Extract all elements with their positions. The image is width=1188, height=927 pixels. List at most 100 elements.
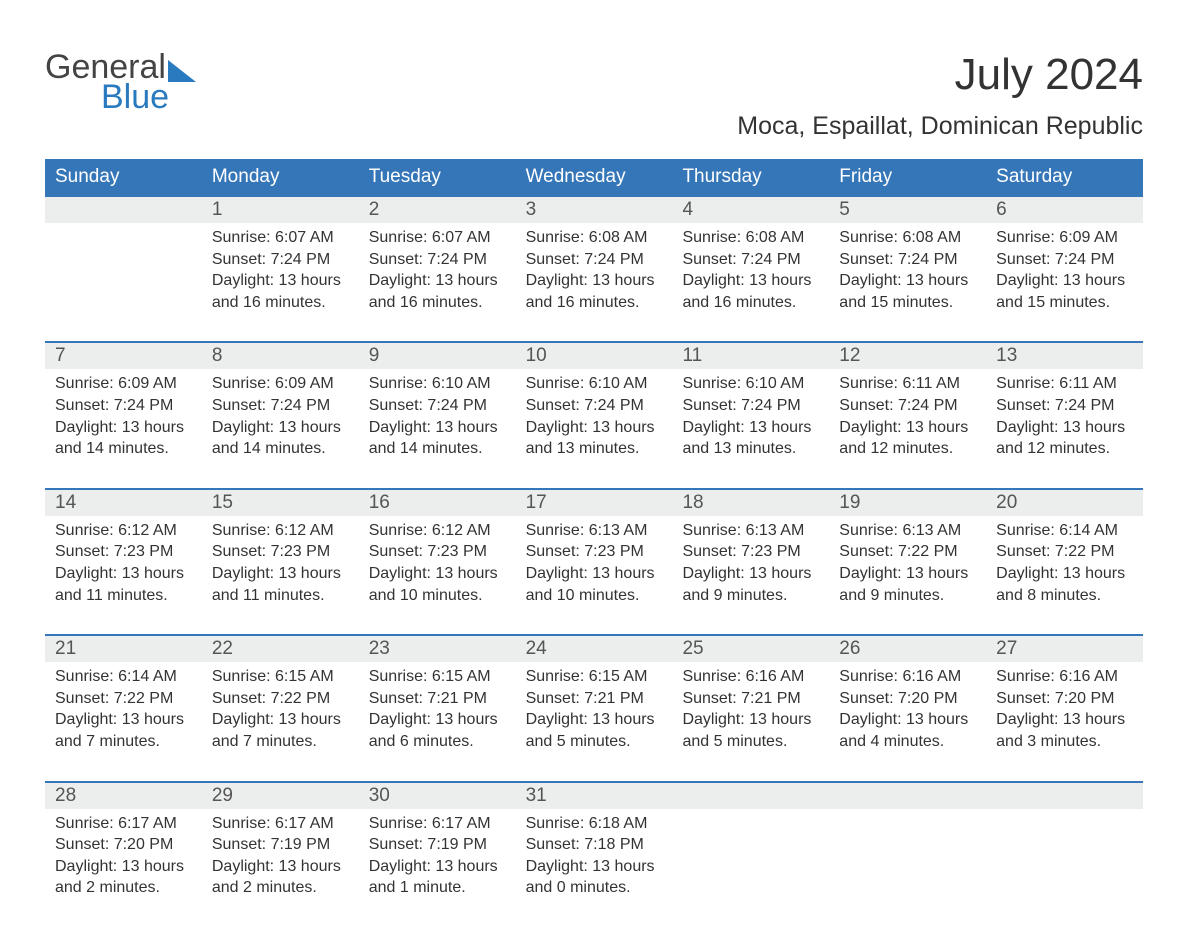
sunset-text: Sunset: 7:21 PM <box>526 688 663 710</box>
day-number <box>672 783 829 809</box>
logo: General Blue <box>45 50 196 114</box>
content-row: Sunrise: 6:12 AMSunset: 7:23 PMDaylight:… <box>45 516 1143 634</box>
daynum-row: 21222324252627 <box>45 636 1143 662</box>
day-cell: Sunrise: 6:13 AMSunset: 7:23 PMDaylight:… <box>672 516 829 634</box>
day-number: 21 <box>45 636 202 662</box>
day-cell: Sunrise: 6:14 AMSunset: 7:22 PMDaylight:… <box>45 662 202 780</box>
day-cell: Sunrise: 6:14 AMSunset: 7:22 PMDaylight:… <box>986 516 1143 634</box>
sunrise-text: Sunrise: 6:15 AM <box>212 666 349 688</box>
day-cell: Sunrise: 6:08 AMSunset: 7:24 PMDaylight:… <box>672 223 829 341</box>
daylight-text: Daylight: 13 hours and 7 minutes. <box>55 709 192 752</box>
sunrise-text: Sunrise: 6:09 AM <box>212 373 349 395</box>
day-cell: Sunrise: 6:11 AMSunset: 7:24 PMDaylight:… <box>986 369 1143 487</box>
day-cell: Sunrise: 6:12 AMSunset: 7:23 PMDaylight:… <box>45 516 202 634</box>
sunrise-text: Sunrise: 6:09 AM <box>55 373 192 395</box>
sunset-text: Sunset: 7:24 PM <box>526 395 663 417</box>
day-header-thursday: Thursday <box>672 159 829 195</box>
day-cell: Sunrise: 6:08 AMSunset: 7:24 PMDaylight:… <box>829 223 986 341</box>
daylight-text: Daylight: 13 hours and 12 minutes. <box>839 417 976 460</box>
daylight-text: Daylight: 13 hours and 0 minutes. <box>526 856 663 899</box>
day-number: 6 <box>986 197 1143 223</box>
day-cell: Sunrise: 6:09 AMSunset: 7:24 PMDaylight:… <box>986 223 1143 341</box>
day-cell: Sunrise: 6:09 AMSunset: 7:24 PMDaylight:… <box>202 369 359 487</box>
daylight-text: Daylight: 13 hours and 11 minutes. <box>55 563 192 606</box>
day-number: 14 <box>45 490 202 516</box>
sunrise-text: Sunrise: 6:07 AM <box>212 227 349 249</box>
day-number: 23 <box>359 636 516 662</box>
daylight-text: Daylight: 13 hours and 4 minutes. <box>839 709 976 752</box>
day-number: 28 <box>45 783 202 809</box>
sunset-text: Sunset: 7:24 PM <box>55 395 192 417</box>
day-cell: Sunrise: 6:07 AMSunset: 7:24 PMDaylight:… <box>202 223 359 341</box>
day-header-wednesday: Wednesday <box>516 159 673 195</box>
day-number: 20 <box>986 490 1143 516</box>
content-row: Sunrise: 6:07 AMSunset: 7:24 PMDaylight:… <box>45 223 1143 341</box>
sunrise-text: Sunrise: 6:08 AM <box>526 227 663 249</box>
daylight-text: Daylight: 13 hours and 16 minutes. <box>369 270 506 313</box>
day-number: 17 <box>516 490 673 516</box>
sunset-text: Sunset: 7:20 PM <box>55 834 192 856</box>
sunset-text: Sunset: 7:23 PM <box>526 541 663 563</box>
day-number: 2 <box>359 197 516 223</box>
day-number: 16 <box>359 490 516 516</box>
day-number: 13 <box>986 343 1143 369</box>
daynum-row: 28293031 <box>45 783 1143 809</box>
daylight-text: Daylight: 13 hours and 16 minutes. <box>682 270 819 313</box>
sunrise-text: Sunrise: 6:11 AM <box>839 373 976 395</box>
sunset-text: Sunset: 7:24 PM <box>212 395 349 417</box>
sunrise-text: Sunrise: 6:17 AM <box>369 813 506 835</box>
sunrise-text: Sunrise: 6:08 AM <box>682 227 819 249</box>
daylight-text: Daylight: 13 hours and 10 minutes. <box>526 563 663 606</box>
daylight-text: Daylight: 13 hours and 13 minutes. <box>526 417 663 460</box>
day-number: 22 <box>202 636 359 662</box>
daylight-text: Daylight: 13 hours and 9 minutes. <box>839 563 976 606</box>
day-number: 24 <box>516 636 673 662</box>
week-row: 123456Sunrise: 6:07 AMSunset: 7:24 PMDay… <box>45 195 1143 341</box>
day-number: 12 <box>829 343 986 369</box>
sunset-text: Sunset: 7:23 PM <box>682 541 819 563</box>
sunrise-text: Sunrise: 6:17 AM <box>212 813 349 835</box>
sunrise-text: Sunrise: 6:13 AM <box>839 520 976 542</box>
sunset-text: Sunset: 7:19 PM <box>212 834 349 856</box>
sunrise-text: Sunrise: 6:16 AM <box>682 666 819 688</box>
sunrise-text: Sunrise: 6:07 AM <box>369 227 506 249</box>
sunrise-text: Sunrise: 6:10 AM <box>682 373 819 395</box>
week-row: 28293031 Sunrise: 6:17 AM Sunset: 7:20 PM D… <box>45 781 1143 927</box>
sunrise-text: Sunrise: 6:16 AM <box>839 666 976 688</box>
sunrise-text: Sunrise: 6:18 AM <box>526 813 663 835</box>
daylight-text: Daylight: 13 hours and 15 minutes. <box>996 270 1133 313</box>
daylight-text: Daylight: 13 hours and 10 minutes. <box>369 563 506 606</box>
daylight-text: Daylight: 13 hours and 5 minutes. <box>526 709 663 752</box>
day-cell: Sunrise: 6:09 AMSunset: 7:24 PMDaylight:… <box>45 369 202 487</box>
sunset-text: Sunset: 7:18 PM <box>526 834 663 856</box>
sunset-text: Sunset: 7:24 PM <box>996 395 1133 417</box>
day-number: 1 <box>202 197 359 223</box>
sunrise-text: Sunrise: 6:08 AM <box>839 227 976 249</box>
day-cell: Sunrise: 6:15 AMSunset: 7:22 PMDaylight:… <box>202 662 359 780</box>
sunrise-text: Sunrise: 6:12 AM <box>55 520 192 542</box>
sunset-text: Sunset: 7:20 PM <box>839 688 976 710</box>
daylight-text: Daylight: 13 hours and 8 minutes. <box>996 563 1133 606</box>
sunrise-text: Sunrise: 6:15 AM <box>369 666 506 688</box>
day-cell <box>672 809 829 927</box>
day-cell: Sunrise: 6:08 AMSunset: 7:24 PMDaylight:… <box>516 223 673 341</box>
daynum-row: 78910111213 <box>45 343 1143 369</box>
day-number: 10 <box>516 343 673 369</box>
daylight-text: Daylight: 13 hours and 7 minutes. <box>212 709 349 752</box>
daylight-text: Daylight: 13 hours and 13 minutes. <box>682 417 819 460</box>
sunset-text: Sunset: 7:20 PM <box>996 688 1133 710</box>
sunrise-text: Sunrise: 6:09 AM <box>996 227 1133 249</box>
sunset-text: Sunset: 7:24 PM <box>996 249 1133 271</box>
daylight-text: Daylight: 13 hours and 9 minutes. <box>682 563 819 606</box>
daylight-text: Daylight: 13 hours and 16 minutes. <box>212 270 349 313</box>
sunset-text: Sunset: 7:22 PM <box>55 688 192 710</box>
sunset-text: Sunset: 7:24 PM <box>839 249 976 271</box>
sunset-text: Sunset: 7:24 PM <box>839 395 976 417</box>
daylight-text: Daylight: 13 hours and 5 minutes. <box>682 709 819 752</box>
sunset-text: Sunset: 7:23 PM <box>212 541 349 563</box>
day-number: 3 <box>516 197 673 223</box>
day-cell: Sunrise: 6:11 AMSunset: 7:24 PMDaylight:… <box>829 369 986 487</box>
sunrise-text: Sunrise: 6:13 AM <box>682 520 819 542</box>
sunset-text: Sunset: 7:19 PM <box>369 834 506 856</box>
day-number: 5 <box>829 197 986 223</box>
